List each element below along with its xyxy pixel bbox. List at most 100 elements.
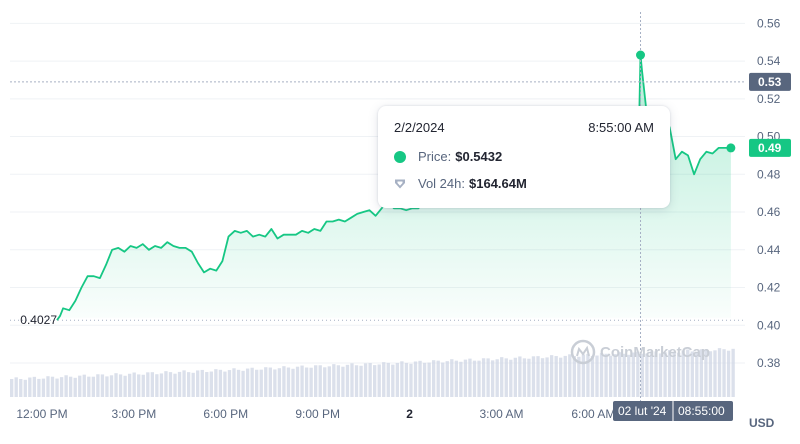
volume-bar (255, 369, 259, 397)
volume-bar (704, 349, 708, 397)
volume-bar (572, 356, 576, 397)
volume-bar (531, 356, 536, 397)
coinmarketcap-watermark: CoinMarketCap (570, 339, 710, 365)
volume-bar (672, 351, 676, 397)
y-tick-label: 0.52 (757, 92, 781, 106)
volume-bar (595, 355, 599, 397)
volume-bar (454, 360, 459, 397)
volume-bar (341, 366, 345, 397)
volume-bar (536, 356, 540, 397)
volume-bar (413, 361, 418, 397)
start-price-label: 0.4027 (20, 313, 57, 327)
volume-bars (10, 348, 735, 397)
hover-date-badge: 02 lut '24 (618, 404, 667, 418)
volume-bar (431, 360, 436, 397)
tooltip-price-value: $0.5432 (455, 149, 503, 164)
volume-bar (250, 367, 254, 397)
volume-bar (300, 365, 304, 397)
volume-bar (545, 357, 549, 397)
price-area (57, 55, 731, 321)
volume-bar (382, 362, 386, 397)
volume-bar (10, 379, 14, 397)
volume-bar (232, 368, 236, 397)
price-markers (636, 50, 736, 153)
volume-bar (164, 371, 168, 397)
volume-bar (490, 360, 495, 397)
volume-bar (218, 369, 223, 397)
volume-bar (577, 356, 581, 397)
x-axis-ticks: 12:00 PM 3:00 PM 6:00 PM 9:00 PM 2 3:00 AM 6:0… (16, 407, 615, 421)
volume-bar (677, 352, 681, 397)
volume-bar (282, 366, 286, 397)
volume-bar (554, 356, 558, 397)
volume-bar (127, 373, 132, 397)
tooltip-time: 8:55:00 AM (588, 120, 654, 135)
tooltip-header: 2/2/2024 8:55:00 AM (394, 120, 654, 135)
volume-bar (450, 359, 454, 397)
volume-bar (477, 360, 481, 397)
tooltip-volume-row: Vol 24h: $164.64M (394, 176, 654, 191)
x-tick-label: 6:00 AM (571, 407, 615, 421)
hover-price-badge: 0.53 (758, 75, 782, 89)
volume-bar (509, 359, 513, 397)
volume-bar (159, 373, 164, 397)
volume-bar (105, 376, 109, 397)
volume-bar (690, 351, 694, 397)
volume-bar (318, 365, 322, 397)
y-tick-label: 0.40 (757, 318, 781, 332)
volume-bar (73, 377, 77, 397)
coinmarketcap-logo-icon (570, 339, 596, 365)
volume-bar (568, 354, 572, 397)
volume-bar (28, 377, 32, 397)
volume-bar (377, 364, 381, 397)
volume-bar (200, 369, 204, 397)
volume-bar (445, 361, 449, 397)
volume-bar (636, 351, 640, 397)
volume-bar (141, 374, 145, 397)
y-tick-label: 0.54 (757, 54, 781, 68)
x-tick-label: 9:00 PM (295, 407, 340, 421)
volume-bar (64, 375, 68, 397)
volume-bar (486, 358, 490, 397)
volume-bar (264, 367, 268, 397)
volume-bar (495, 359, 499, 397)
volume-bar (168, 372, 173, 397)
volume-bar (309, 367, 313, 397)
volume-bar (708, 351, 713, 397)
volume-bar (559, 357, 563, 397)
volume-bar (368, 363, 372, 397)
guide-lines (10, 12, 745, 405)
volume-bar (627, 354, 631, 397)
watermark-text: CoinMarketCap (600, 344, 710, 361)
hover-time-badge: 08:55:00 (678, 404, 725, 418)
volume-bar (55, 378, 59, 397)
volume-bar (427, 362, 431, 397)
tooltip-date: 2/2/2024 (394, 120, 445, 135)
volume-bar (686, 349, 690, 397)
volume-bar (87, 376, 91, 397)
volume-bar (295, 366, 300, 397)
volume-bar (182, 370, 186, 397)
volume-bar (722, 349, 726, 397)
x-tick-label: 12:00 PM (16, 407, 67, 421)
currency-unit-label: USD (749, 416, 775, 430)
volume-bar (23, 379, 27, 397)
volume-bar (68, 376, 73, 397)
volume-shield-icon (395, 179, 405, 188)
volume-bar (622, 353, 626, 397)
y-tick-label: 0.38 (757, 356, 781, 370)
volume-bar (472, 360, 477, 397)
tooltip-price-row: Price: $0.5432 (394, 149, 654, 164)
volume-bar (291, 368, 295, 397)
volume-bar (667, 350, 672, 397)
volume-bar (463, 359, 468, 397)
hover-price-badge-bg (749, 72, 791, 91)
volume-bar (227, 370, 232, 397)
x-tick-label: 2 (406, 407, 413, 421)
volume-bar (373, 365, 377, 397)
volume-bar (350, 363, 354, 397)
volume-bar (663, 352, 667, 397)
volume-bar (631, 352, 635, 397)
